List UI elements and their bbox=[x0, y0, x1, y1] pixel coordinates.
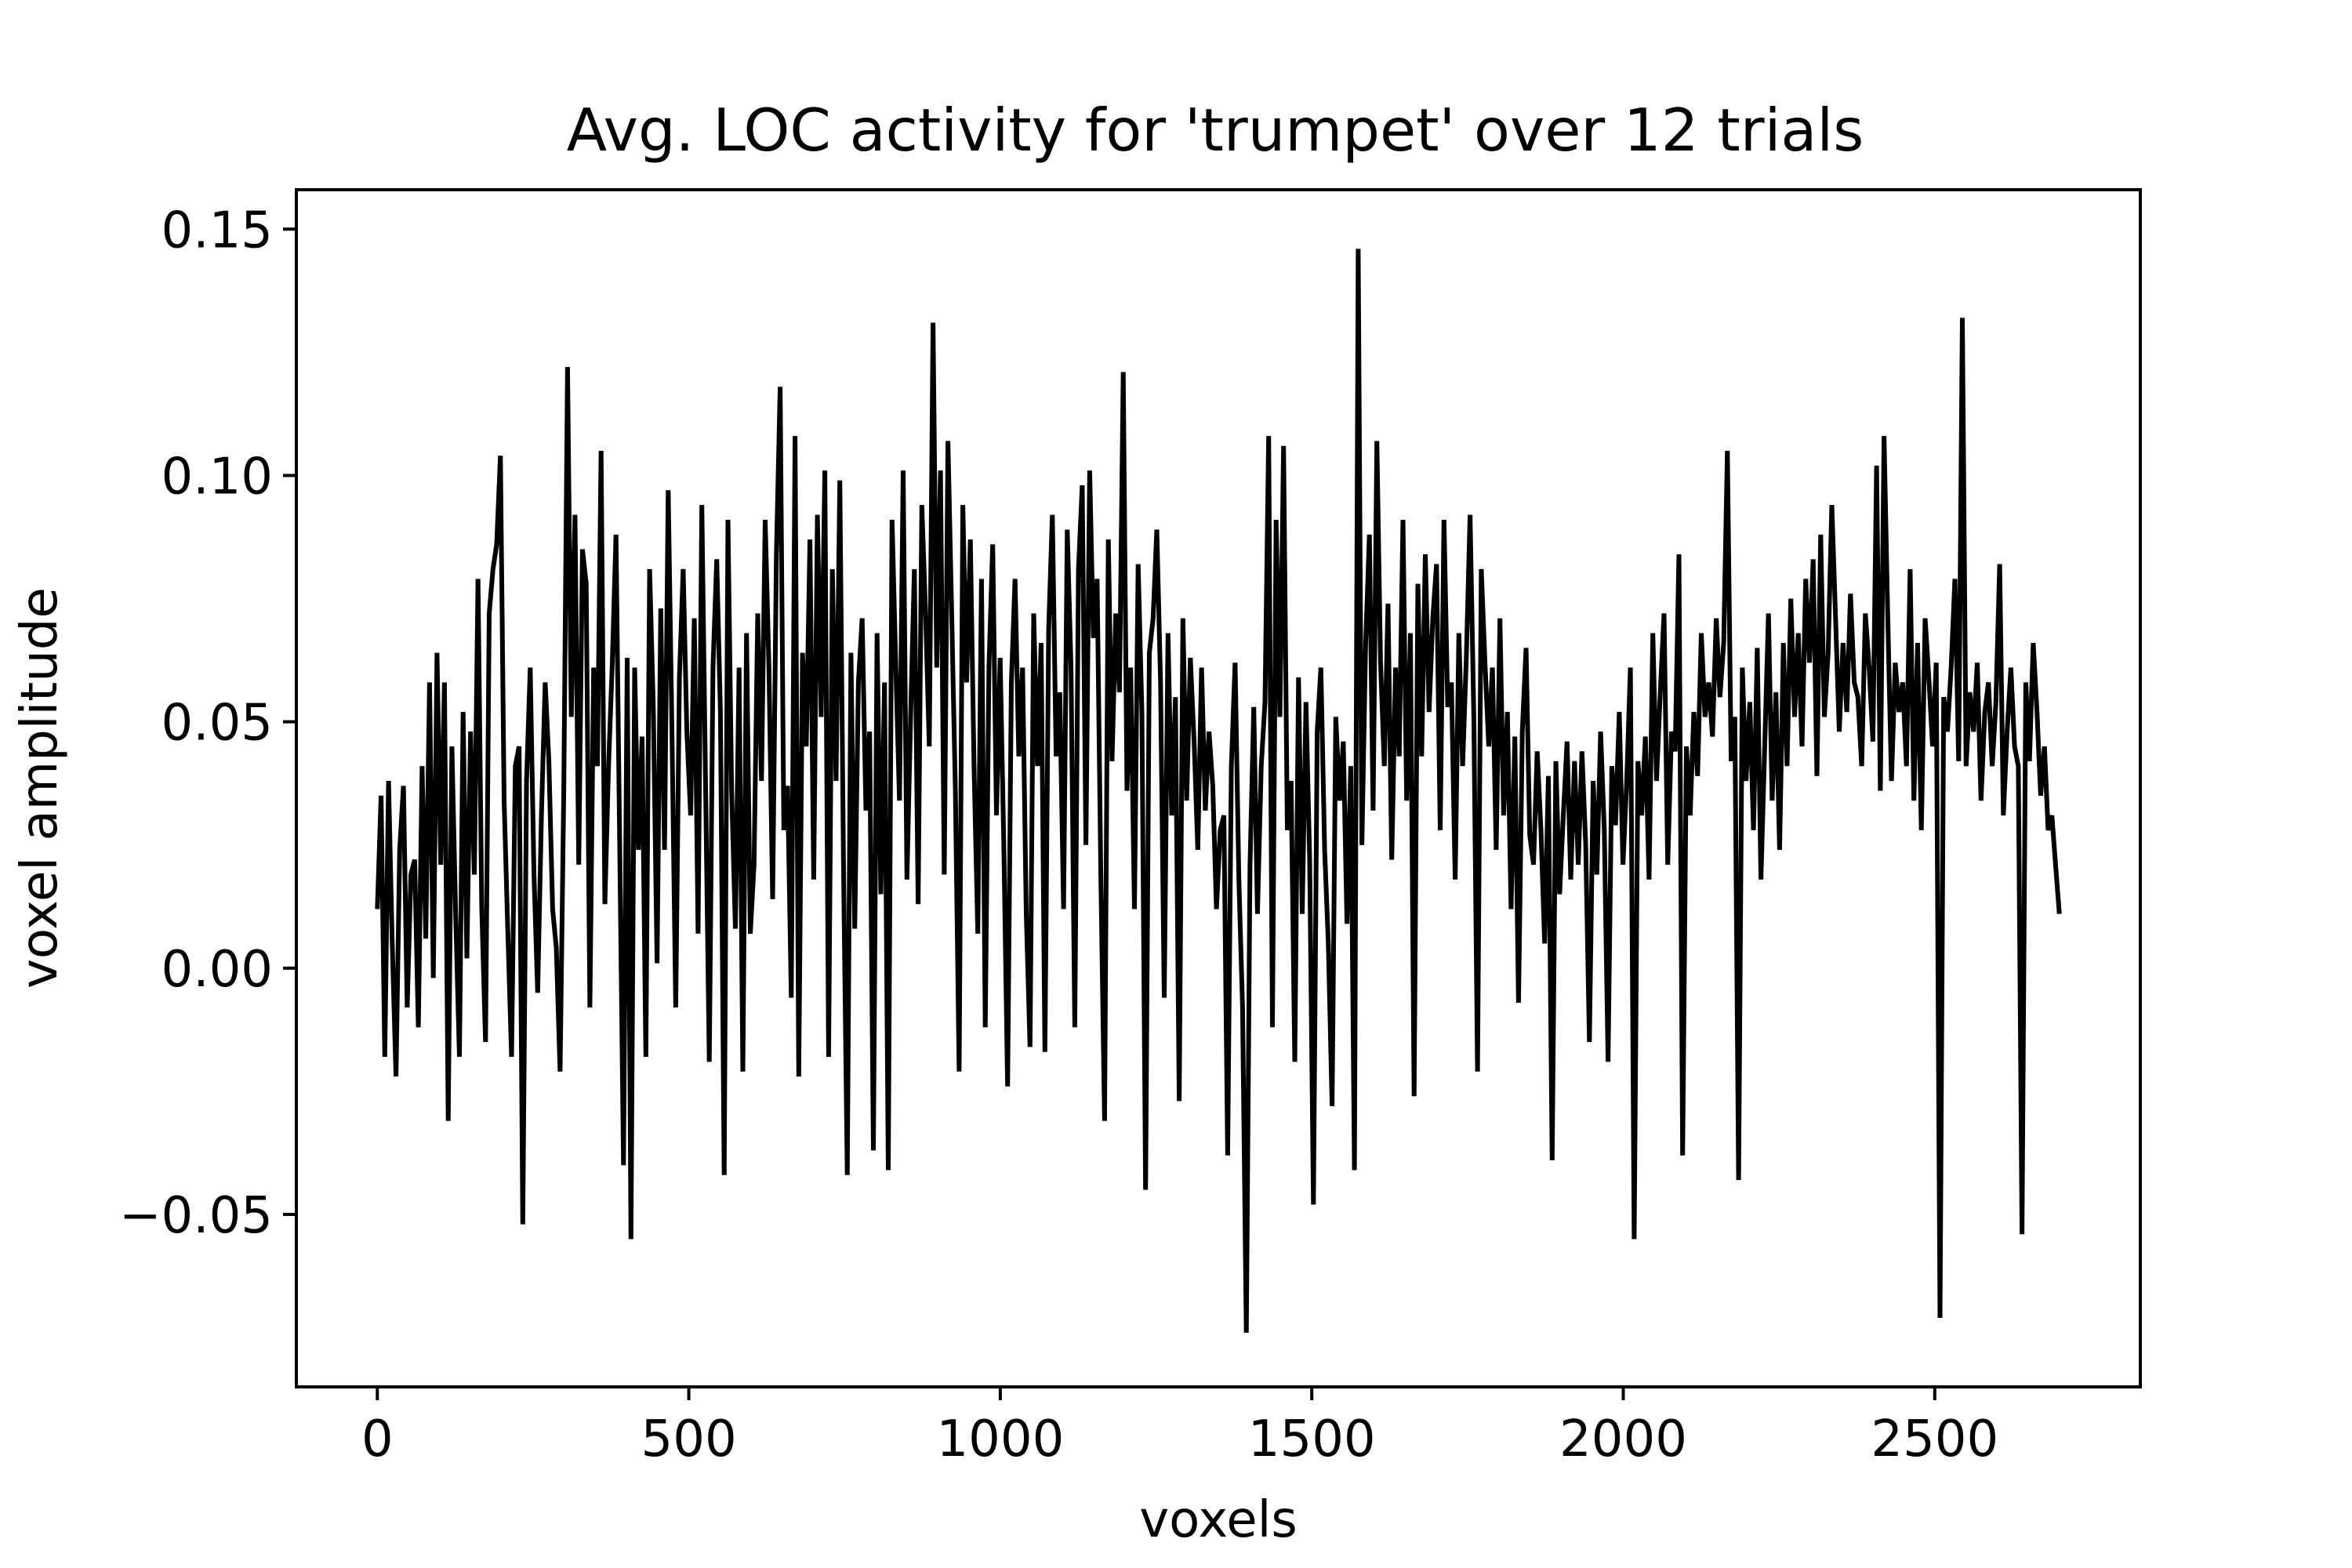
x-axis: 0 500 1000 1500 2000 2500 bbox=[361, 1387, 1998, 1468]
y-tick-label: 0.10 bbox=[162, 448, 274, 506]
chart-title: Avg. LOC activity for 'trumpet' over 12 … bbox=[567, 96, 1864, 165]
x-tick-label: 2500 bbox=[1871, 1410, 1998, 1468]
plot-frame bbox=[295, 188, 2142, 1388]
y-tick-label: 0.15 bbox=[162, 201, 274, 260]
x-tick-label: 500 bbox=[641, 1410, 737, 1468]
y-tick-label: −0.05 bbox=[119, 1187, 273, 1245]
y-tick-label: 0.05 bbox=[162, 695, 274, 753]
x-tick-label: 1500 bbox=[1248, 1410, 1376, 1468]
y-axis: −0.05 0.00 0.05 0.10 0.15 bbox=[119, 201, 296, 1245]
y-axis-label: voxel amplitude bbox=[11, 587, 69, 989]
x-tick-label: 2000 bbox=[1559, 1410, 1687, 1468]
plot-area bbox=[375, 249, 2062, 1333]
x-axis-label: voxels bbox=[1139, 1491, 1297, 1549]
y-tick-label: 0.00 bbox=[162, 941, 274, 999]
x-tick-label: 1000 bbox=[936, 1410, 1064, 1468]
series-line-0 bbox=[375, 249, 2062, 1333]
x-tick-label: 0 bbox=[361, 1410, 394, 1468]
